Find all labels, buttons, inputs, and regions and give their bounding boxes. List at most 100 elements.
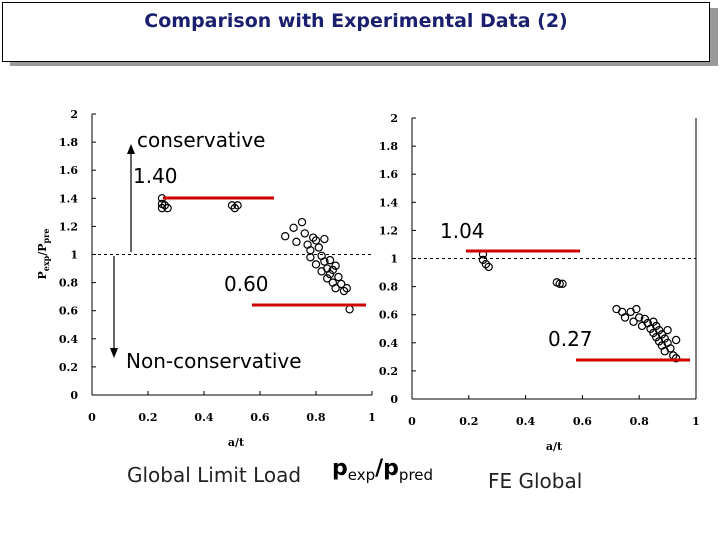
non-conservative-arrow	[110, 256, 118, 358]
left-data-point	[337, 279, 346, 289]
left-data-point	[311, 236, 321, 245]
right-data-point	[649, 317, 658, 326]
left-y-label: Pexp/Ppre	[36, 229, 51, 280]
left-x-label: a/t	[228, 436, 245, 449]
conservative-label: conservative	[137, 128, 266, 152]
left-xtick-label: 1	[368, 411, 376, 424]
right-data-point	[558, 279, 567, 288]
right-ytick-label: 1	[390, 253, 398, 266]
left-data-point	[325, 269, 335, 279]
right-data-point	[657, 330, 667, 339]
value-label-1-40: 1.40	[133, 164, 178, 188]
right-data-point	[640, 314, 650, 324]
left-data-point	[320, 257, 329, 266]
value-label-0-60: 0.60	[224, 272, 269, 296]
left-data-point	[320, 234, 329, 244]
left-data-point	[292, 237, 301, 247]
left-ytick-label: 0	[70, 389, 78, 402]
right-data-point	[620, 313, 630, 322]
right-xtick-label: 0	[408, 415, 416, 428]
right-ytick-label: 2	[390, 112, 398, 125]
right-xtick-label: 0.4	[516, 415, 535, 428]
left-ytick-label: 2	[70, 108, 78, 121]
right-x-label: a/t	[546, 440, 563, 453]
left-ytick-label: 0.6	[59, 305, 78, 318]
ratio-sub2: pred	[398, 466, 434, 484]
right-ytick-label: 0	[390, 393, 398, 406]
left-ytick-label: 1	[70, 249, 78, 262]
left-data-point	[300, 229, 309, 238]
right-ytick-label: 0.6	[379, 309, 398, 322]
right-data-point	[478, 255, 488, 265]
left-y-label-main: P	[36, 271, 49, 279]
right-data-point	[555, 279, 564, 288]
right-data-point	[654, 325, 664, 335]
left-y-label-sub1: exp	[41, 255, 51, 271]
caption-global-limit-load: Global Limit Load	[127, 463, 302, 487]
left-y-label-sub2: pre	[41, 229, 51, 244]
left-data-point	[331, 284, 340, 293]
right-xtick-label: 0.2	[459, 415, 478, 428]
left-xtick-label: 0.2	[138, 411, 157, 424]
ratio-slash: /	[375, 456, 384, 481]
non-conservative-label: Non-conservative	[126, 349, 302, 373]
value-label-1-04: 1.04	[440, 219, 485, 243]
ratio-p1: p	[332, 456, 348, 481]
right-plot: a/t 0 0.2 0.4 0.6 0.8 1 1.2 1.4 1.6 1.8 2 0 0.2 0.4 0…	[379, 112, 700, 453]
title-box: Comparison with Experimental Data (2)	[2, 2, 710, 62]
caption-ratio: pexp/ppred	[332, 456, 433, 484]
right-data-point	[663, 325, 672, 335]
left-ytick-label: 1.6	[59, 164, 78, 177]
right-data-point	[671, 335, 681, 345]
left-data-point	[157, 203, 167, 213]
left-ytick-label: 1.8	[59, 136, 78, 149]
left-xtick-label: 0.6	[250, 411, 269, 424]
caption-fe-global: FE Global	[488, 469, 583, 493]
left-ytick-label: 0.8	[59, 277, 78, 290]
right-xtick-label: 0.8	[630, 415, 649, 428]
left-data-point	[331, 261, 340, 270]
right-ytick-label: 1.2	[379, 224, 398, 237]
left-ytick-label: 0.2	[59, 361, 78, 374]
right-data-point	[484, 262, 493, 272]
left-data-point	[314, 243, 323, 252]
left-xtick-label: 0.4	[194, 411, 213, 424]
left-data-point	[325, 255, 335, 265]
left-data-point	[345, 305, 354, 314]
right-data-point	[652, 321, 661, 331]
left-data-point	[297, 217, 307, 227]
right-xtick-label: 1	[692, 415, 700, 428]
left-data-point	[233, 201, 242, 210]
left-ytick-label: 0.4	[59, 333, 78, 346]
right-data-point	[635, 313, 644, 322]
left-data-point	[160, 201, 169, 210]
right-data-point	[660, 334, 669, 343]
left-data-point	[309, 233, 318, 242]
left-ytick-label: 1.4	[59, 192, 78, 205]
ratio-sub1: exp	[347, 466, 376, 484]
right-ytick-label: 1.4	[379, 196, 398, 209]
left-plot: a/t Pexp/Ppre 0 0.2 0.4 0.6 0.8 1 1.2 1.4 1.6 1.8…	[36, 108, 376, 449]
page-title: Comparison with Experimental Data (2)	[144, 10, 568, 32]
left-data-point	[342, 284, 351, 293]
left-data-point	[339, 286, 349, 296]
right-xtick-label: 0.6	[573, 415, 592, 428]
value-label-0-27: 0.27	[548, 327, 593, 351]
left-ytick-label: 1.2	[59, 220, 78, 233]
left-data-point	[323, 274, 332, 283]
right-data-point	[481, 259, 491, 269]
right-ytick-label: 1.6	[379, 168, 398, 181]
left-data-point	[334, 272, 343, 282]
right-data-point	[666, 344, 675, 353]
right-data-point	[632, 304, 641, 314]
right-ytick-label: 1.8	[379, 140, 398, 153]
conservative-arrow	[127, 144, 135, 252]
left-data-point	[227, 201, 237, 210]
left-data-point	[163, 203, 172, 213]
right-ytick-label: 0.2	[379, 365, 398, 378]
right-ytick-label: 0.4	[379, 337, 398, 350]
left-data-point	[306, 253, 315, 262]
left-data-point	[328, 265, 337, 275]
left-xtick-label: 0	[88, 411, 96, 424]
